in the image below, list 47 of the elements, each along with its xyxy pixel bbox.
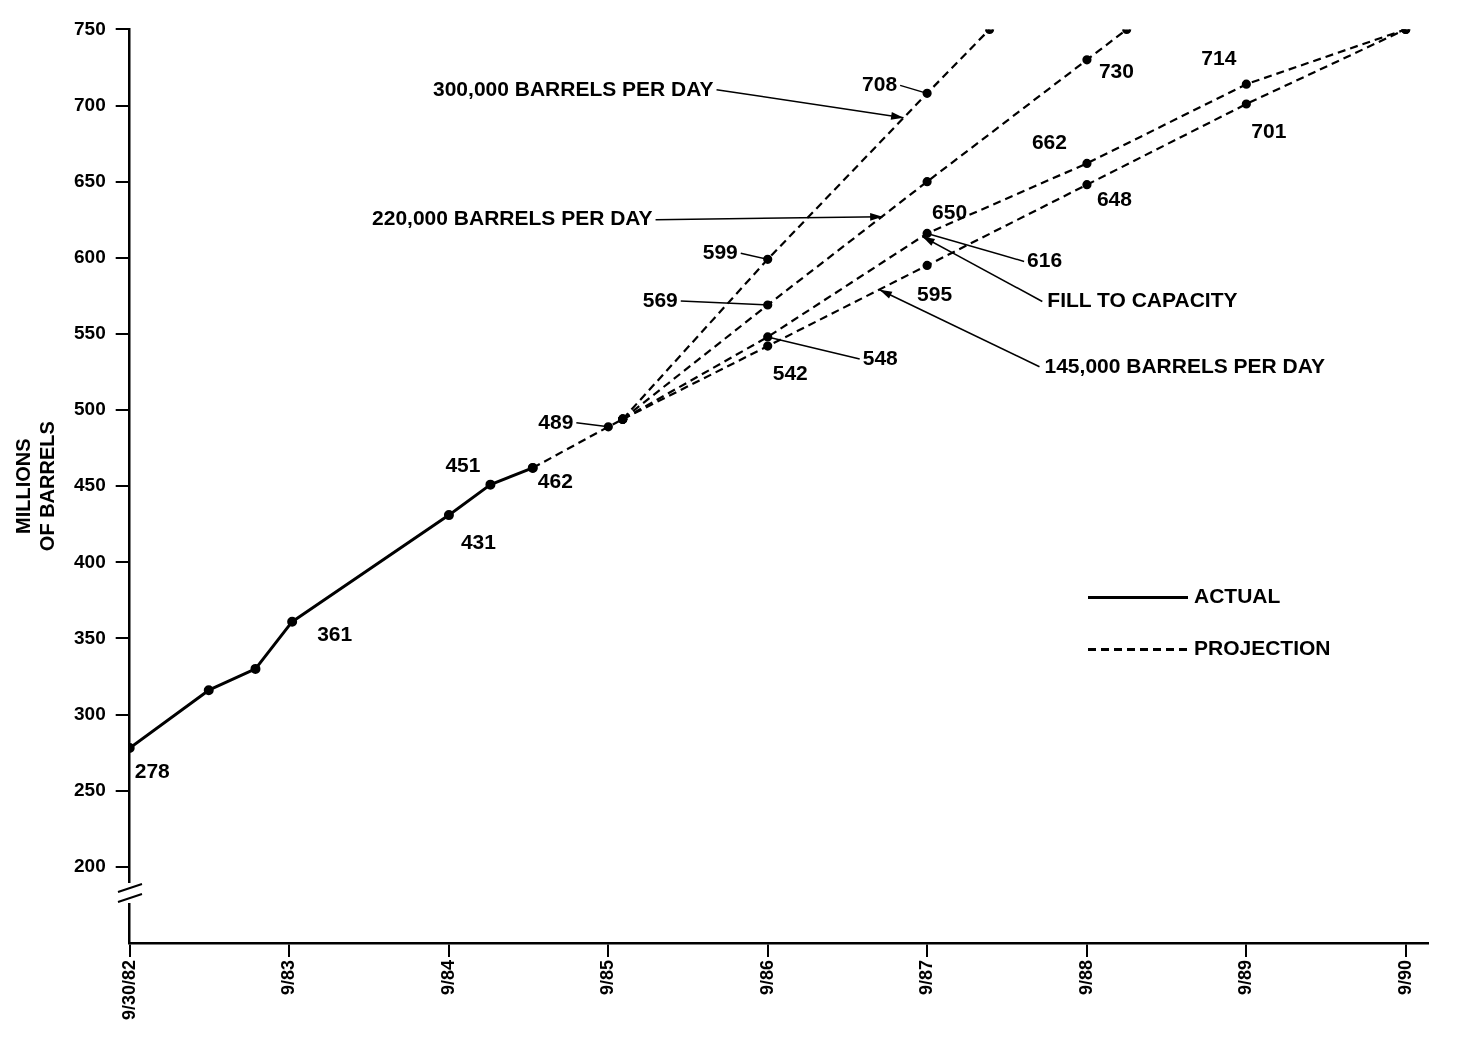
x-tick-label: 9/85 xyxy=(597,959,618,995)
y-tick-label: 400 xyxy=(74,550,106,572)
data-label: 708 xyxy=(862,72,898,96)
y-tick-label: 650 xyxy=(74,169,106,191)
data-label: 569 xyxy=(642,287,678,311)
data-label: 599 xyxy=(702,240,738,264)
data-label: 648 xyxy=(1096,187,1133,211)
x-tick-label: 9/89 xyxy=(1235,959,1256,995)
data-label: 616 xyxy=(1027,248,1063,272)
y-tick-label: 350 xyxy=(74,626,106,648)
y-tick-label: 550 xyxy=(74,322,106,344)
y-tick-label: 600 xyxy=(74,246,106,268)
x-tick-label: 9/30/82 xyxy=(118,959,139,1021)
annotation: 145,000 BARRELS PER DAY xyxy=(1044,353,1326,377)
data-label: 662 xyxy=(1031,130,1067,154)
data-label: 489 xyxy=(538,409,574,433)
data-label: 595 xyxy=(917,282,953,306)
y-tick-label: 750 xyxy=(74,17,106,39)
data-label: 462 xyxy=(537,468,573,492)
data-label: 730 xyxy=(1098,58,1134,82)
annotation: 300,000 BARRELS PER DAY xyxy=(433,76,714,100)
data-label: 431 xyxy=(460,529,497,553)
data-label: 548 xyxy=(862,345,899,369)
y-tick-label: 300 xyxy=(74,702,106,724)
legend-label: PROJECTION xyxy=(1194,636,1331,660)
annotation: 220,000 BARRELS PER DAY xyxy=(372,206,653,230)
data-label: 650 xyxy=(932,200,968,224)
data-label: 361 xyxy=(317,622,353,646)
x-tick-label: 9/84 xyxy=(437,959,458,995)
data-label: 542 xyxy=(772,360,808,384)
x-tick-label: 9/90 xyxy=(1394,959,1415,995)
data-label: 714 xyxy=(1201,46,1237,70)
y-tick-label: 250 xyxy=(74,778,106,800)
x-tick-label: 9/83 xyxy=(278,959,299,995)
y-tick-label: 200 xyxy=(74,855,106,877)
data-label: 701 xyxy=(1251,118,1287,142)
x-tick-label: 9/86 xyxy=(756,959,777,995)
data-label: 451 xyxy=(445,453,481,477)
legend-label: ACTUAL xyxy=(1194,584,1281,608)
annotation: FILL TO CAPACITY xyxy=(1047,288,1238,312)
x-tick-label: 9/87 xyxy=(916,959,937,995)
x-tick-label: 9/88 xyxy=(1075,959,1096,995)
y-tick-label: 500 xyxy=(74,398,106,420)
y-axis-title: MILLIONS OF BARRELS xyxy=(11,421,58,552)
data-label: 278 xyxy=(134,758,171,782)
y-tick-label: 700 xyxy=(74,93,106,115)
y-tick-label: 450 xyxy=(74,474,106,496)
